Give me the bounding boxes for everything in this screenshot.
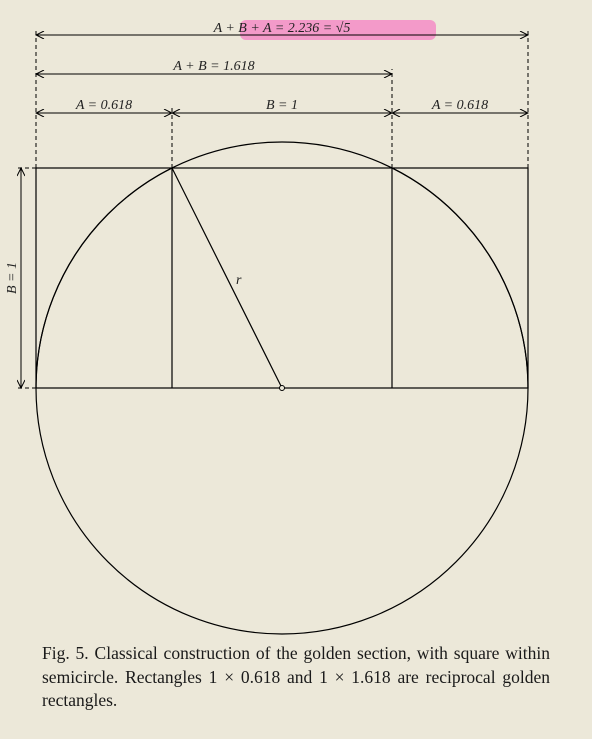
dim-b-label: B = 1: [266, 98, 298, 113]
center-point: [280, 386, 285, 391]
dim-total-label: A + B + A = 2.236 = √5: [213, 21, 351, 36]
outer-rectangle: [36, 168, 528, 388]
figure-caption: Fig. 5. Classical construction of the go…: [42, 642, 550, 713]
dim-height-label: B = 1: [5, 262, 20, 294]
radius-line: [172, 168, 282, 388]
dim-aplusb-label: A + B = 1.618: [172, 59, 254, 74]
radius-label: r: [236, 273, 242, 288]
golden-section-diagram: A + B + A = 2.236 = √5 A + B = 1.618 A =…: [0, 0, 592, 660]
dim-a-right-label: A = 0.618: [431, 98, 488, 113]
dim-a-left-label: A = 0.618: [75, 98, 132, 113]
